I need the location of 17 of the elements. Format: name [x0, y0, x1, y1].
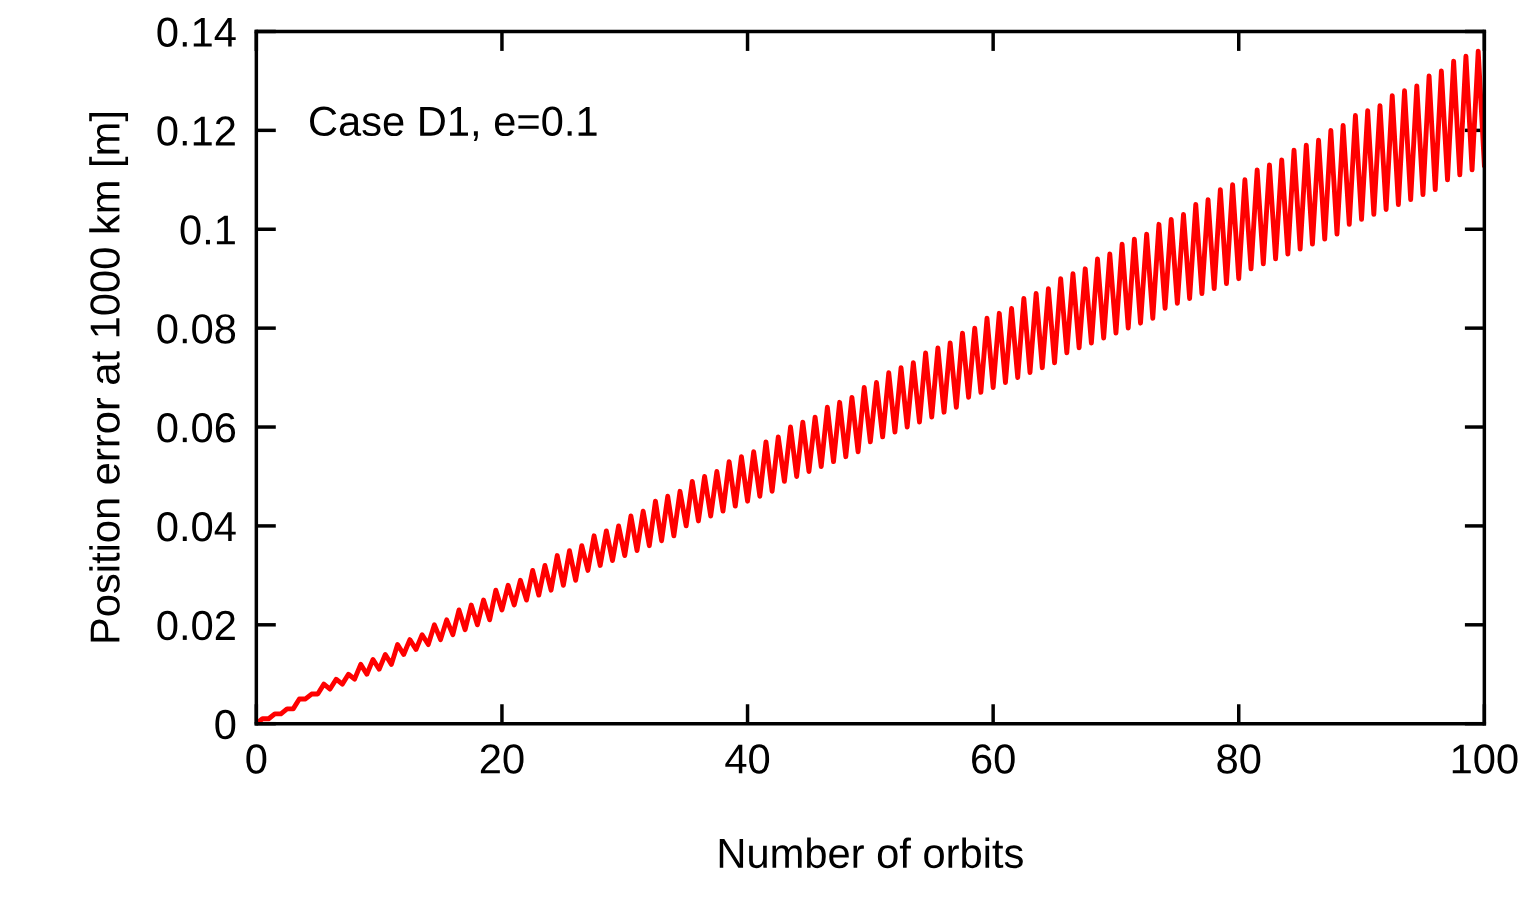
y-tick-label: 0.06: [157, 413, 236, 443]
x-tick-label: 40: [725, 744, 770, 774]
x-tick-label: 60: [972, 744, 1015, 774]
y-tick-label: 0.02: [157, 610, 235, 641]
y-tick-label: 0.1: [180, 215, 235, 245]
y-axis-title: Position error at 1000 km [m]: [89, 113, 129, 642]
x-axis-title: Number of orbits: [719, 837, 1023, 869]
y-tick-label: 0.08: [157, 314, 236, 344]
x-tick-label: 80: [1217, 744, 1261, 774]
x-tick-label: 0: [246, 744, 267, 774]
y-tick-label: 0: [215, 709, 236, 740]
x-tick-label: 20: [480, 744, 524, 774]
y-tick-label: 0.14: [157, 17, 236, 47]
y-tick-label: 0.12: [157, 116, 235, 146]
x-tick-label: 100: [1452, 744, 1518, 774]
y-tick-label: 0.04: [157, 511, 236, 542]
annotation: Case D1, e=0.1: [310, 106, 597, 142]
